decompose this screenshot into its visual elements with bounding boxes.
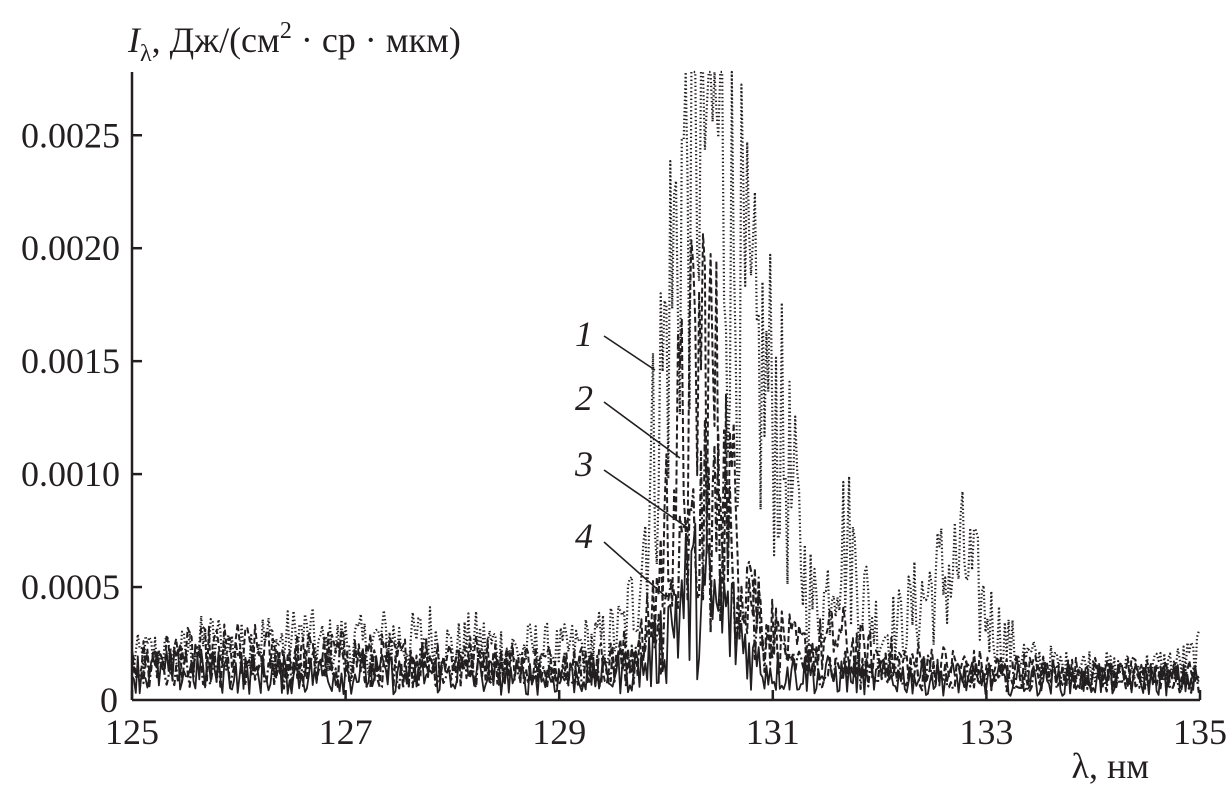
series-leaders: 1 2 3 4 <box>574 314 689 597</box>
x-tick-label: 131 <box>746 712 800 752</box>
y-tick-label: 0.0020 <box>21 228 120 268</box>
series-2-label: 2 <box>575 378 593 418</box>
series-4-label: 4 <box>575 516 593 556</box>
y-ticks: 0 0.0005 0.0010 0.0015 0.0020 0.0025 <box>21 115 142 720</box>
y-axis-title: Iλ, Дж/(см2 · ср · мкм) <box>127 18 461 67</box>
x-ticks: 125 127 129 131 133 135 <box>105 690 1227 752</box>
label-1-leader-line <box>603 335 656 371</box>
x-tick-label: 133 <box>959 712 1013 752</box>
label-2-leader-line <box>603 401 681 459</box>
series-3-label: 3 <box>574 444 593 484</box>
x-axis-title: λ, нм <box>1071 746 1149 786</box>
series-1-label: 1 <box>575 314 593 354</box>
series-2-line <box>131 233 1200 690</box>
y-tick-label: 0.0005 <box>21 567 120 607</box>
series-4-line <box>131 522 1200 697</box>
series-1-line <box>130 70 1200 687</box>
x-tick-label: 125 <box>105 712 159 752</box>
x-tick-label: 135 <box>1173 712 1227 752</box>
y-tick-label: 0.0015 <box>21 341 120 381</box>
label-4-leader-line <box>603 541 666 597</box>
label-3-leader-line <box>603 469 689 529</box>
y-tick-label: 0.0025 <box>21 115 120 155</box>
y-tick-label: 0.0010 <box>21 454 120 494</box>
y-tick-label: 0 <box>100 680 118 720</box>
x-tick-label: 127 <box>319 712 373 752</box>
x-tick-label: 129 <box>532 712 586 752</box>
series-curves <box>130 70 1200 697</box>
